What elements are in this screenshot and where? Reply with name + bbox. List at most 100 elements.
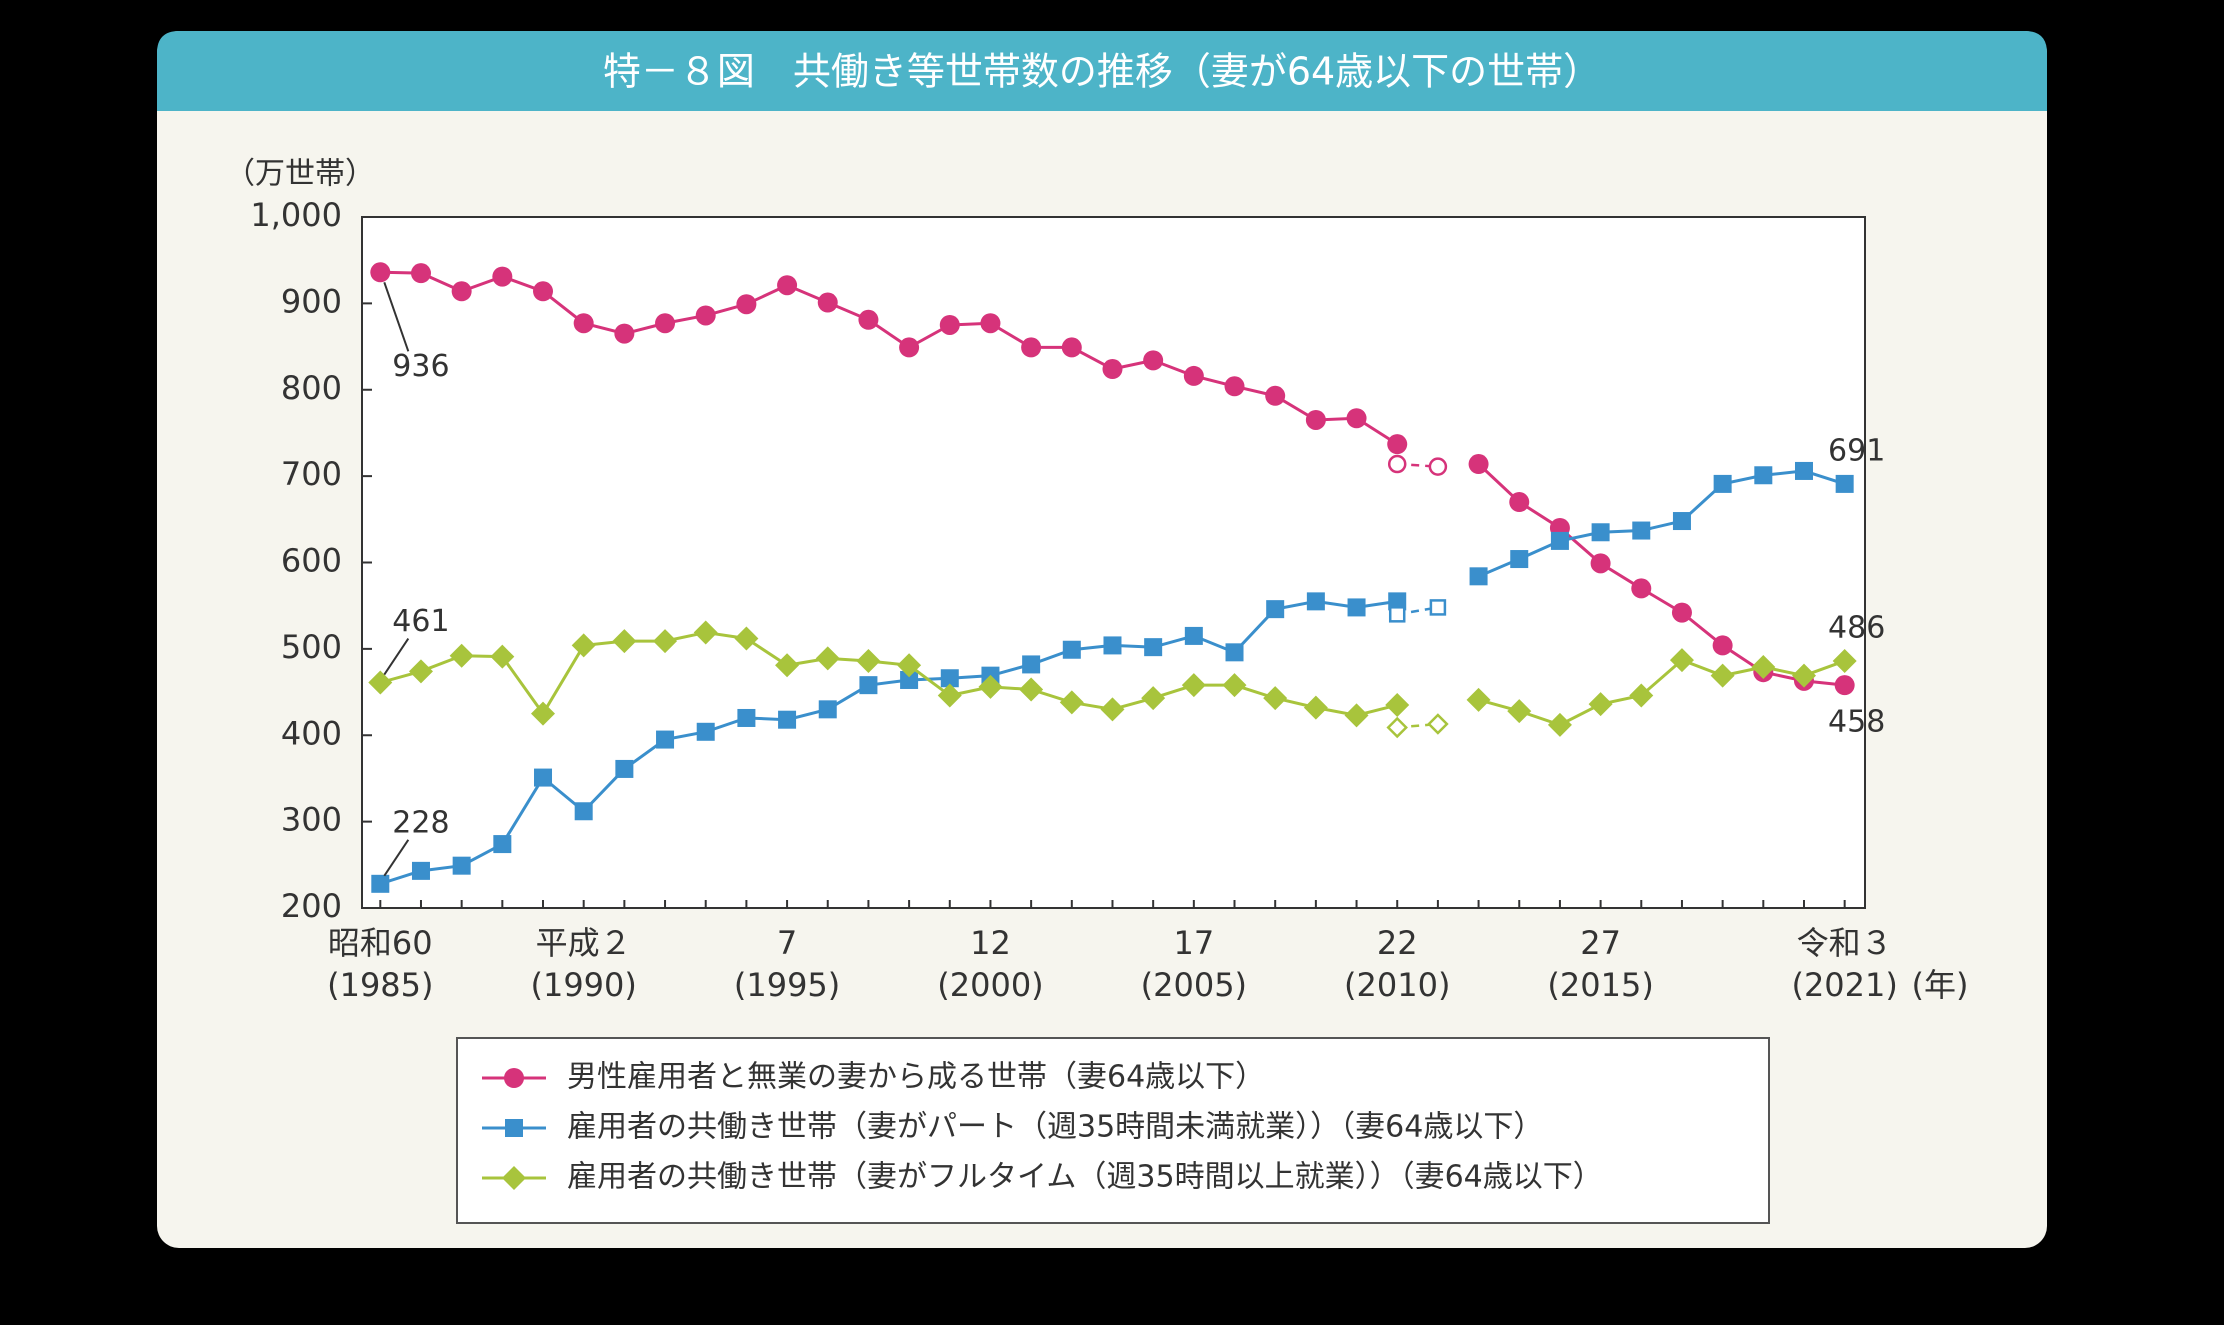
marker	[1266, 600, 1285, 619]
marker	[656, 730, 675, 749]
title-band	[157, 31, 2047, 111]
marker	[1019, 677, 1044, 702]
marker	[1712, 635, 1733, 656]
marker	[411, 861, 430, 880]
marker	[1225, 643, 1244, 662]
marker	[653, 629, 678, 654]
marker	[371, 874, 390, 893]
legend-label: 雇用者の共働き世帯（妻がフルタイム（週35時間以上就業））（妻64歳以下）	[567, 1160, 1603, 1195]
marker	[696, 722, 715, 741]
marker	[777, 275, 798, 296]
y-tick-label: 400	[281, 714, 342, 752]
marker	[900, 670, 919, 689]
marker	[695, 305, 716, 326]
y-tick-label: 200	[281, 887, 342, 925]
marker	[1143, 350, 1164, 371]
legend-box	[456, 1037, 1770, 1224]
marker	[899, 337, 920, 358]
marker	[1547, 712, 1572, 737]
marker	[1428, 457, 1448, 476]
data-label: 228	[392, 805, 449, 840]
marker	[531, 701, 556, 726]
marker	[1429, 599, 1447, 616]
marker	[368, 670, 393, 695]
legend-label: 男性雇用者と無業の妻から成る世帯（妻64歳以下）	[567, 1060, 1265, 1095]
marker	[1671, 602, 1692, 623]
marker	[940, 669, 959, 688]
marker	[1263, 686, 1288, 711]
x-tick-label: 22 (2010)	[1344, 924, 1451, 1004]
marker	[655, 313, 676, 334]
x-tick-label: 昭和60 (1985)	[327, 924, 434, 1004]
marker	[615, 759, 634, 778]
marker	[818, 700, 837, 719]
marker	[1224, 376, 1245, 397]
marker	[1059, 690, 1084, 715]
x-tick-label: 12 (2000)	[937, 924, 1044, 1004]
x-tick-label: 27 (2015)	[1547, 924, 1654, 1004]
marker	[897, 653, 922, 678]
marker	[533, 281, 554, 302]
marker	[1672, 512, 1691, 531]
marker	[534, 768, 553, 787]
marker	[1791, 663, 1816, 688]
marker	[1550, 531, 1569, 550]
marker	[612, 629, 637, 654]
marker	[1510, 550, 1529, 569]
marker	[1835, 474, 1854, 493]
leader-line	[383, 281, 410, 352]
marker	[778, 710, 797, 729]
y-tick-label: 800	[281, 369, 342, 407]
x-tick-label: 17 (2005)	[1140, 924, 1248, 1004]
marker	[1832, 648, 1857, 673]
marker	[980, 313, 1001, 334]
marker	[1466, 687, 1491, 712]
marker	[1590, 553, 1611, 574]
marker	[1344, 703, 1369, 728]
marker	[571, 633, 596, 658]
marker	[490, 644, 515, 669]
x-tick-label: 平成２ (1990)	[530, 924, 637, 1004]
marker	[1632, 521, 1651, 540]
marker	[1631, 578, 1652, 599]
marker	[1754, 466, 1773, 485]
marker	[1184, 626, 1203, 645]
y-tick-label: 600	[281, 542, 342, 580]
marker	[1222, 673, 1247, 698]
marker	[1591, 523, 1610, 542]
y-tick-label: 500	[281, 628, 342, 666]
data-label: 486	[1828, 610, 1885, 645]
marker	[815, 646, 840, 671]
marker	[1303, 695, 1328, 720]
marker	[1427, 713, 1449, 735]
marker	[1387, 434, 1408, 455]
marker	[734, 626, 759, 651]
legend-label: 雇用者の共働き世帯（妻がパート（週35時間未満就業））（妻64歳以下）	[567, 1110, 1543, 1145]
marker	[1102, 359, 1123, 380]
marker	[1306, 592, 1325, 611]
data-label: 458	[1828, 705, 1885, 740]
marker	[1588, 692, 1613, 717]
marker	[1386, 716, 1408, 739]
marker	[1468, 454, 1489, 475]
marker	[1388, 592, 1407, 611]
marker	[452, 856, 471, 875]
marker	[693, 620, 718, 645]
marker	[370, 262, 391, 283]
data-label: 461	[392, 604, 449, 639]
marker	[1385, 693, 1410, 718]
marker	[1713, 474, 1732, 493]
marker	[493, 835, 512, 854]
chart-title: 特－８図 共働き等世帯数の推移（妻が64歳以下の世帯）	[603, 50, 1601, 94]
marker	[449, 643, 474, 668]
marker	[573, 313, 594, 334]
marker	[1629, 683, 1654, 708]
marker	[858, 309, 879, 330]
marker	[1100, 697, 1125, 722]
x-tick-label: 7 (1995)	[733, 924, 841, 1004]
marker	[736, 294, 757, 315]
marker	[492, 266, 513, 287]
marker	[1669, 648, 1694, 673]
